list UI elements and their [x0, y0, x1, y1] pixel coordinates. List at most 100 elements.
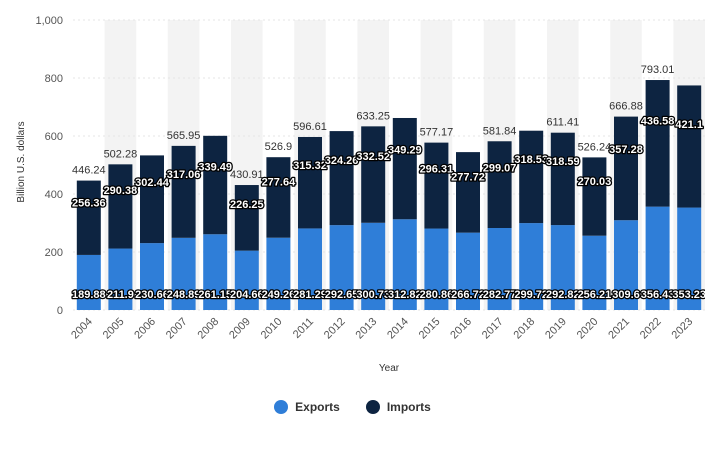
data-label-imports: 277.64 [262, 176, 297, 188]
bar-exports[interactable] [519, 223, 544, 310]
x-tick-label: 2011 [291, 316, 316, 341]
data-label-imports: 315.32 [293, 160, 327, 172]
data-label-exports: 248.89 [167, 289, 201, 301]
y-axis-title: Billion U.S. dollars [16, 121, 27, 202]
x-tick-label: 2014 [385, 316, 411, 342]
data-label-imports: 339.49 [198, 161, 232, 173]
data-label-imports: 324.26 [325, 155, 359, 167]
x-tick-label: 2015 [417, 316, 443, 342]
total-label: 596.61 [293, 121, 327, 133]
bar-exports[interactable] [171, 237, 196, 310]
x-tick-label: 2023 [670, 316, 696, 342]
bar-series [76, 80, 702, 310]
x-tick-label: 2021 [606, 316, 632, 342]
x-tick-label: 2019 [543, 316, 569, 342]
bar-imports[interactable] [361, 126, 386, 223]
bar-imports[interactable] [329, 131, 354, 226]
data-label-exports: 204.66 [230, 289, 264, 301]
x-tick-label: 2007 [164, 316, 190, 342]
x-tick-label: 2008 [196, 316, 222, 342]
data-label-imports: 256.36 [72, 198, 106, 210]
data-label-exports: 292.65 [325, 289, 359, 301]
bar-imports[interactable] [645, 80, 670, 207]
segment-data-labels: 189.88 256.36 211.9 290.38 230.66 302.44 248.8… [71, 114, 705, 302]
data-label-imports: 349.29 [388, 144, 422, 156]
legend-item-exports[interactable]: Exports [274, 400, 340, 414]
bar-imports[interactable] [108, 164, 133, 249]
bar-imports[interactable] [677, 85, 702, 208]
bar-exports[interactable] [108, 248, 133, 310]
bar-exports[interactable] [361, 222, 386, 310]
data-label-exports: 261.15 [198, 289, 232, 301]
bar-exports[interactable] [298, 228, 322, 310]
total-label: 581.84 [483, 125, 517, 137]
imports-swatch-icon [365, 400, 380, 414]
bar-imports[interactable] [424, 142, 449, 229]
y-tick-label: 1,000 [35, 15, 63, 27]
y-tick-label: 800 [45, 73, 63, 85]
data-label-exports: 353.23 [672, 289, 705, 301]
x-tick-label: 2022 [638, 316, 664, 342]
bar-imports[interactable] [550, 132, 575, 226]
data-label-imports: 290.38 [104, 185, 138, 197]
bar-exports[interactable] [487, 227, 512, 310]
legend-label-imports: Imports [386, 400, 431, 414]
y-axis-ticks: 0 200 400 600 800 1,000 [35, 15, 63, 317]
bar-exports[interactable] [140, 243, 164, 310]
bar-imports[interactable] [519, 130, 544, 224]
y-tick-label: 400 [45, 189, 63, 201]
bar-exports[interactable] [203, 234, 228, 310]
bar-exports[interactable] [550, 225, 575, 310]
bar-imports[interactable] [203, 135, 228, 235]
data-label-exports: 281.29 [293, 289, 327, 301]
data-label-imports: 421.1 [675, 119, 703, 131]
legend: Exports Imports [0, 400, 705, 414]
y-tick-label: 0 [57, 305, 63, 317]
total-label: 793.01 [641, 64, 675, 76]
bar-imports[interactable] [76, 180, 101, 255]
bar-exports[interactable] [76, 254, 101, 310]
data-label-imports: 332.52 [356, 151, 390, 163]
bar-imports[interactable] [392, 117, 417, 220]
bar-exports[interactable] [614, 220, 638, 310]
y-tick-label: 200 [45, 247, 63, 259]
bar-imports[interactable] [614, 116, 638, 221]
data-label-imports: 277.72 [451, 171, 485, 183]
bar-exports[interactable] [234, 250, 259, 310]
x-axis-ticks: 2004 2005 2006 2007 2008 2009 2010 2011 2012 2013… [69, 316, 695, 342]
legend-item-imports[interactable]: Imports [365, 400, 431, 414]
bar-imports[interactable] [487, 141, 512, 228]
total-label: 526.9 [265, 141, 293, 153]
data-label-imports: 270.03 [578, 176, 612, 188]
stacked-bar-chart: 0 200 400 600 800 1,000 189.88 256.36 211.9 290.… [16, 15, 705, 374]
total-label: 502.28 [104, 148, 138, 160]
bar-imports[interactable] [171, 145, 196, 238]
x-tick-label: 2016 [448, 316, 474, 342]
data-label-exports: 211.9 [107, 289, 134, 301]
bar-exports[interactable] [456, 232, 480, 310]
data-label-imports: 317.06 [167, 169, 201, 181]
x-tick-label: 2013 [354, 316, 380, 342]
legend-label-exports: Exports [295, 400, 340, 414]
data-label-imports: 357.28 [609, 144, 643, 156]
data-label-exports: 249.26 [262, 289, 296, 301]
bar-exports[interactable] [582, 235, 607, 310]
bar-exports[interactable] [424, 228, 449, 310]
bar-imports[interactable] [582, 157, 607, 236]
bar-exports[interactable] [392, 219, 417, 310]
bar-imports[interactable] [266, 157, 291, 238]
data-label-imports: 296.31 [420, 164, 454, 176]
bar-imports[interactable] [456, 152, 480, 233]
bar-exports[interactable] [645, 206, 670, 310]
data-label-imports: 226.25 [230, 199, 264, 211]
total-label: 611.41 [546, 117, 579, 129]
bar-imports[interactable] [140, 155, 164, 244]
bar-exports[interactable] [329, 225, 354, 310]
bar-exports[interactable] [677, 207, 702, 310]
data-label-exports: 299.72 [514, 289, 548, 301]
bar-exports[interactable] [266, 237, 291, 310]
bar-imports[interactable] [234, 185, 259, 251]
bar-imports[interactable] [298, 136, 322, 229]
data-label-imports: 318.53 [514, 154, 548, 166]
data-label-exports: 282.77 [483, 289, 517, 301]
